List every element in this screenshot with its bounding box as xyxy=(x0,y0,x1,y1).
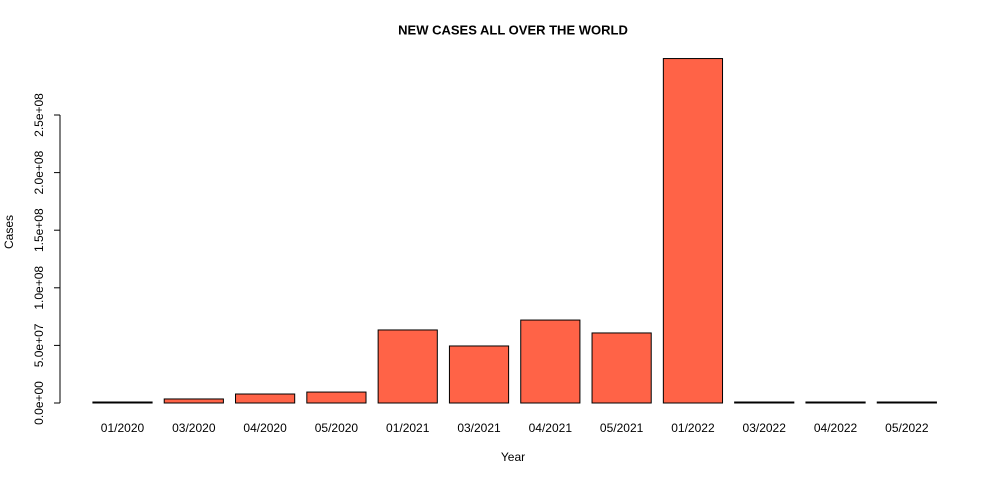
y-axis-label: Cases xyxy=(2,215,16,249)
bar xyxy=(876,401,937,404)
bar xyxy=(377,329,438,404)
x-tick-label: 01/2021 xyxy=(386,421,430,435)
y-tick-label: 0.0e+00 xyxy=(32,381,46,425)
bar xyxy=(805,401,866,404)
x-tick-label: 03/2021 xyxy=(457,421,501,435)
x-tick-label: 03/2022 xyxy=(743,421,787,435)
bar xyxy=(448,345,510,404)
bar xyxy=(92,401,153,404)
bar xyxy=(734,401,795,404)
chart-title: NEW CASES ALL OVER THE WORLD xyxy=(398,22,628,37)
x-tick-label: 01/2020 xyxy=(101,421,145,435)
x-tick-label: 04/2020 xyxy=(243,421,287,435)
x-tick-label: 04/2021 xyxy=(529,421,573,435)
x-tick-label: 05/2020 xyxy=(315,421,359,435)
y-tick-label: 5.0e+07 xyxy=(32,323,46,367)
y-tick-label: 1.5e+08 xyxy=(32,208,46,252)
x-tick-label: 04/2022 xyxy=(814,421,858,435)
bar xyxy=(235,393,296,404)
x-axis-label: Year xyxy=(501,450,525,464)
bar xyxy=(591,332,652,404)
x-tick-label: 05/2022 xyxy=(885,421,929,435)
bar xyxy=(163,398,224,404)
bar xyxy=(520,319,581,404)
y-tick-label: 2.5e+08 xyxy=(32,93,46,137)
x-tick-label: 05/2021 xyxy=(600,421,644,435)
y-tick-label: 1.0e+08 xyxy=(32,266,46,310)
x-tick-label: 03/2020 xyxy=(172,421,216,435)
bar xyxy=(662,58,724,404)
y-tick-label: 2.0e+08 xyxy=(32,150,46,194)
bar xyxy=(306,391,367,404)
x-tick-label: 01/2022 xyxy=(671,421,715,435)
